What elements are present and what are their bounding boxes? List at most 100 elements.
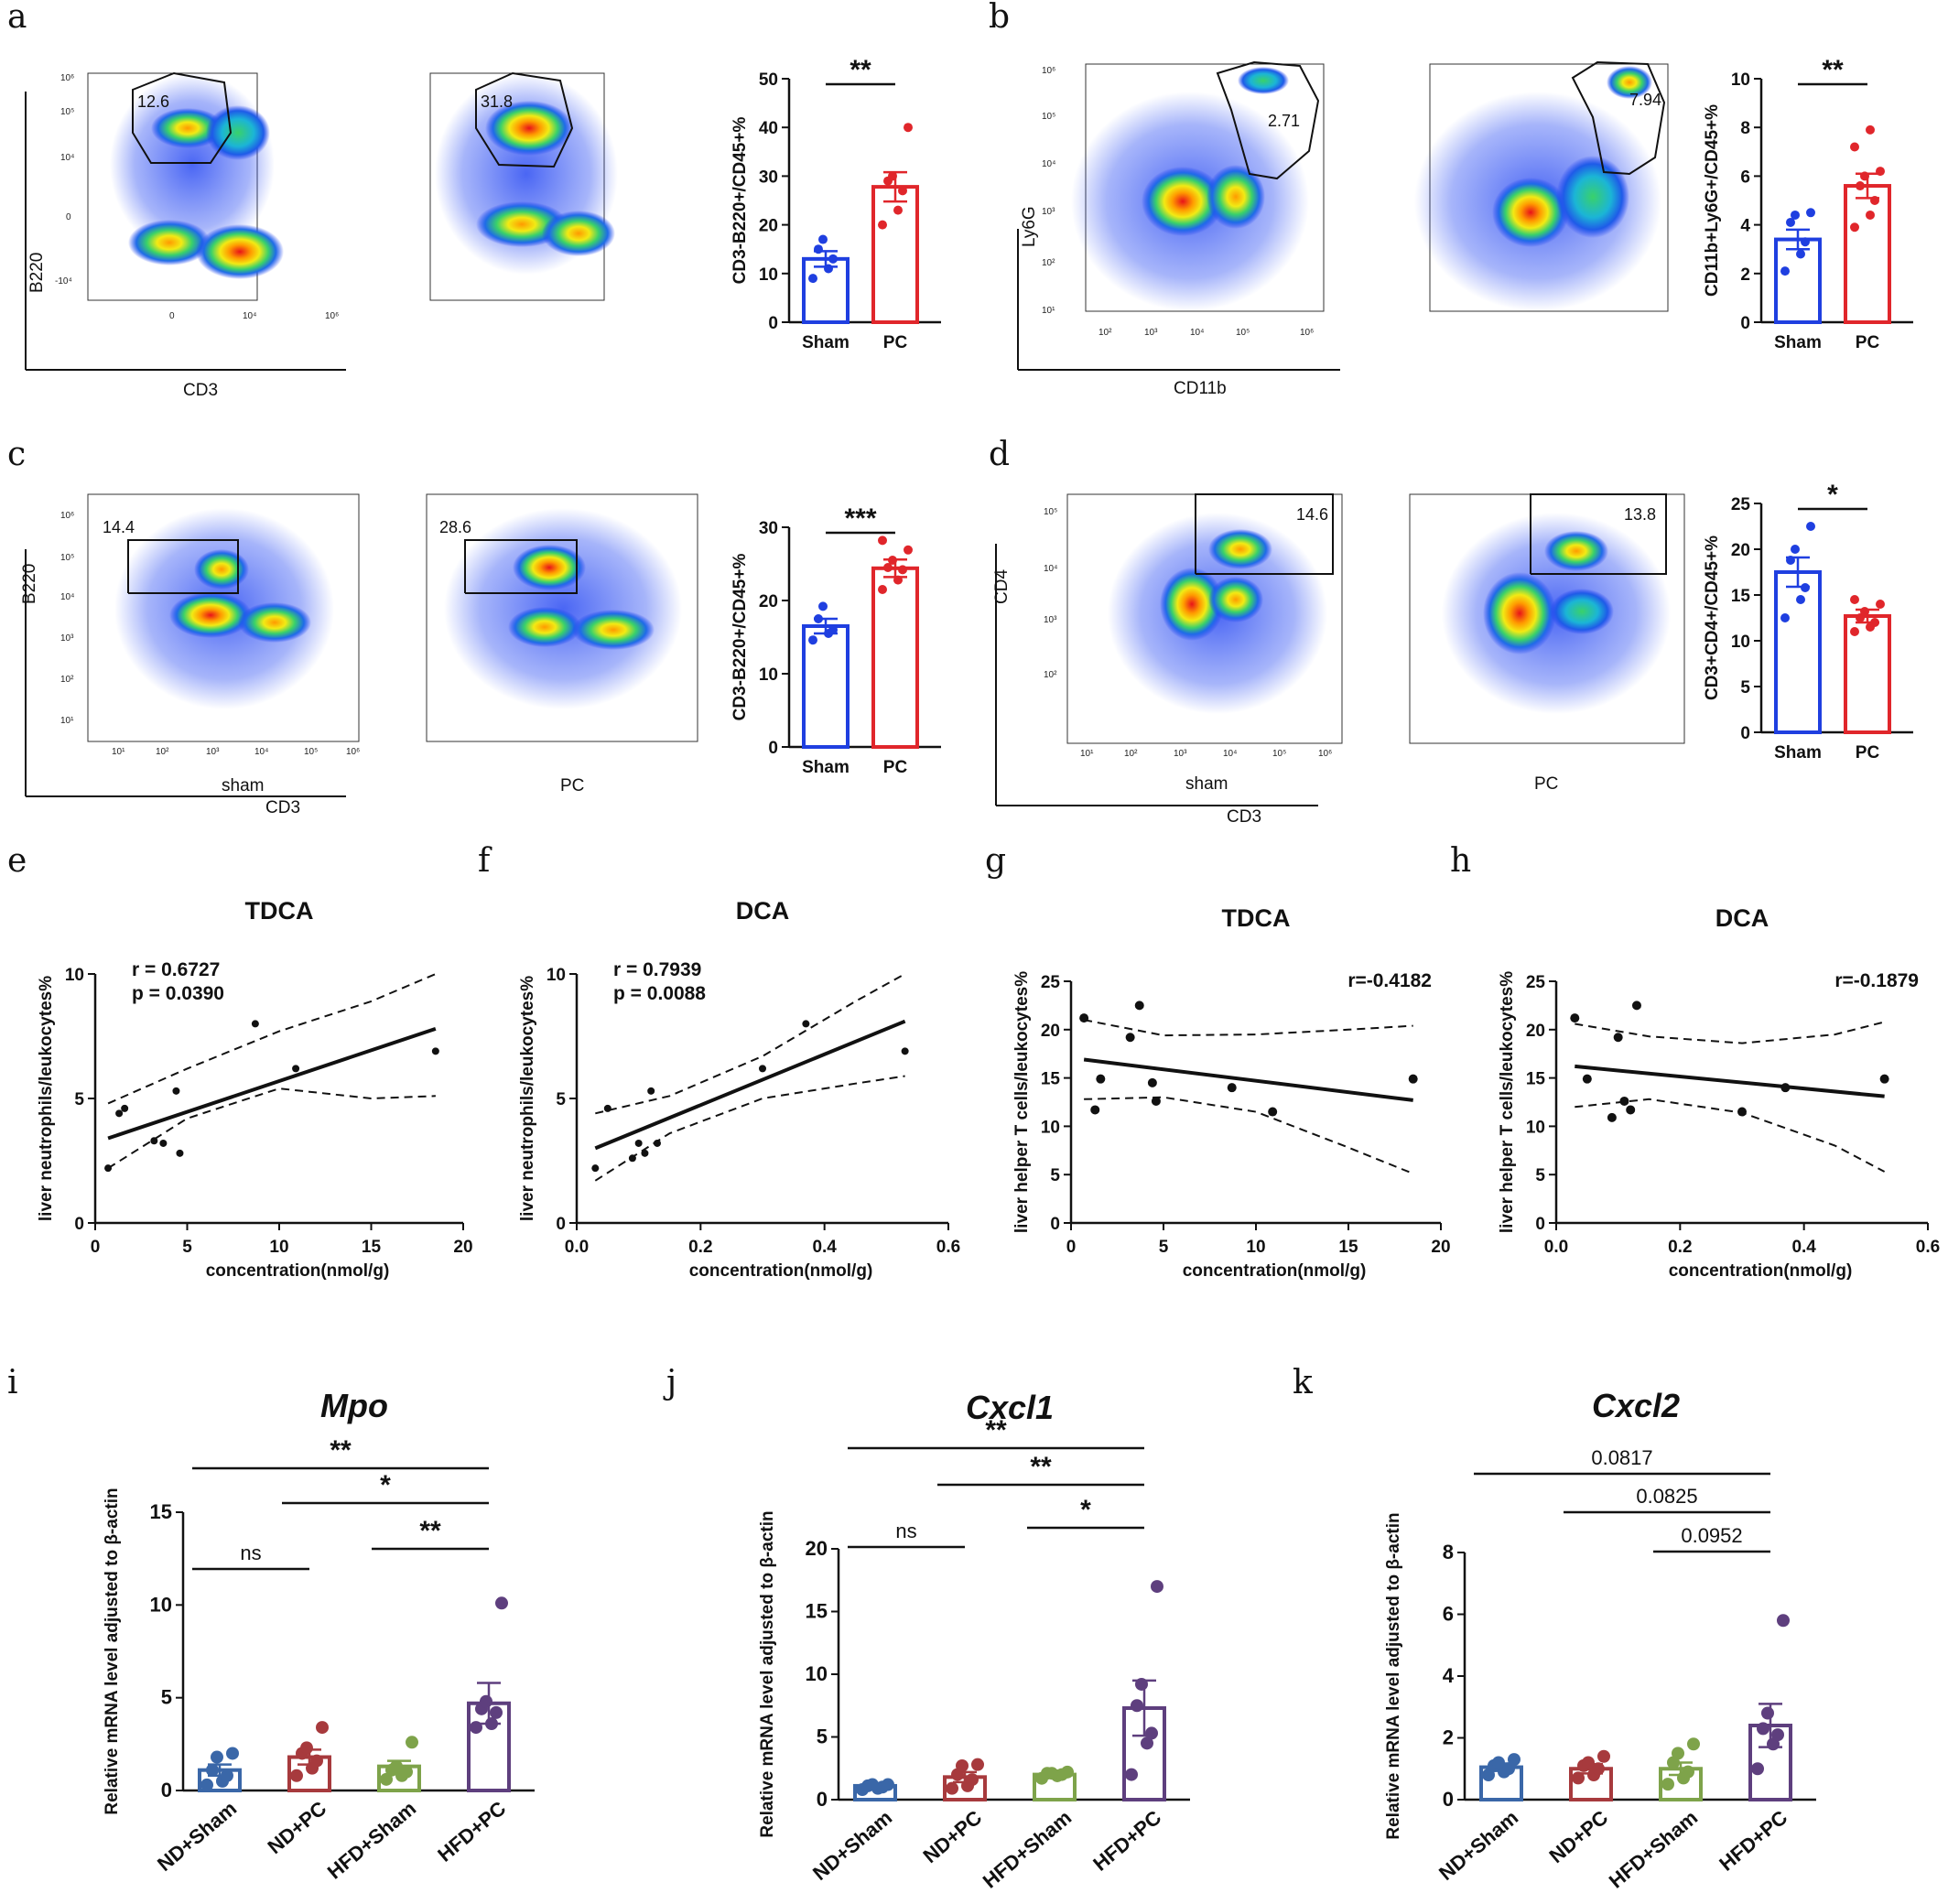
regression-line [594,1019,906,1151]
y-tick-label: 10 [759,265,778,285]
y-tick-label: 30 [759,519,778,538]
data-point [1850,222,1859,233]
data-point [956,1759,969,1773]
chart-b: 0 2 4 6 8 10 CD11b+Ly6G+/CD45+% Sham PC ** [1703,55,1913,352]
y-axis-label: Relative mRNA level adjusted to β-actin [103,1488,122,1814]
y-tick-label: 5 [817,1726,828,1748]
y-tick-label: 15 [1041,1070,1061,1089]
flow-b-ylabel: Ly6G [1020,206,1039,247]
y-tick-label: 5 [1740,678,1750,698]
data-point [1856,181,1865,191]
chart-e: 0 5 10 0 5 10 15 20 TDCA concentration(nmol/g) liv… [37,897,473,1281]
data-point [1661,1778,1674,1791]
data-point [1607,1112,1617,1122]
flow-c-gate-1: 14.4 [103,518,135,536]
data-point [1771,1728,1784,1742]
x-axis-label: concentration(nmol/g) [206,1261,390,1281]
chart-j: 0 5 10 15 20 Relative mRNA level adjusted to … [758,1389,1190,1893]
x-tick-label: 15 [362,1238,382,1257]
data-point [1791,210,1800,220]
category-label: HFD+PC [1715,1806,1791,1876]
data-point [1508,1753,1521,1767]
data-point [1626,1105,1636,1115]
y-axis-label: liver neutrophils/leukocytes% [518,976,537,1221]
panel-label-k: k [1293,1364,1314,1401]
flow-b-xtick: 10⁶ [1300,328,1314,338]
data-point [1135,1677,1148,1691]
data-point [480,1694,492,1708]
flow-d-sub-label-2: PC [1534,774,1558,794]
y-tick-label: 2 [1740,265,1750,285]
flow-c-sub-label-2: PC [560,776,584,795]
data-point [591,1164,600,1173]
data-point [1780,613,1790,622]
significance-label: 0.0952 [1681,1524,1742,1547]
confidence-lower [1084,1096,1414,1175]
data-point [808,635,817,645]
y-tick-label: 0 [817,1788,828,1811]
flow-c-ytick: 10⁴ [60,592,74,602]
confidence-upper [1575,1021,1885,1044]
x-axis-label: concentration(nmol/g) [1669,1261,1853,1281]
data-point [1761,1706,1774,1720]
flow-d-sub-label-1: sham [1185,774,1228,794]
data-point [888,171,897,181]
y-axis-label: Relative mRNA level adjusted to β-actin [758,1510,777,1837]
flow-b-ytick: 10⁴ [1042,159,1055,169]
flow-a-ylabel: B220 [27,253,47,293]
data-point [1090,1105,1100,1115]
chart-k: 0 2 4 6 8 Relative mRNA level adjusted to β-a… [1384,1387,1816,1893]
data-point [316,1721,329,1735]
y-axis-label: CD11b+Ly6G+/CD45+% [1703,104,1722,297]
data-point [1145,1726,1158,1740]
chart-d: 0 5 10 15 20 25 CD3+CD4+/CD45+% Sham PC * [1703,480,1913,763]
flow-c-xtick: 10¹ [112,747,125,757]
flow-panel-a: B220 CD3 12.6 10⁶ 10⁵ 10⁴ 0 -10⁴ 0 10⁴ 1… [25,71,618,400]
data-point [1860,171,1869,181]
data-point [1850,627,1859,636]
panel-label-c: c [7,436,26,473]
panel-label-a: a [7,0,27,36]
x-tick-label: 10 [269,1238,288,1257]
data-point [898,565,907,575]
data-point [1572,1771,1585,1785]
flow-a-ytick: 10⁶ [60,73,74,83]
data-point [251,1020,259,1028]
data-point [824,264,833,274]
flow-d-xtick: 10⁶ [1318,749,1332,759]
y-tick-label: 50 [759,70,778,90]
y-tick-label: 4 [1740,217,1750,236]
data-point [904,123,913,133]
category-label: ND+PC [919,1806,987,1868]
chart-title: Cxcl2 [1592,1387,1680,1424]
significance-label: ** [330,1435,352,1466]
y-tick-label: 10 [150,1593,172,1616]
stat-label: r = 0.7939 [613,959,701,980]
data-point [904,545,913,555]
flow-c-ytick: 10⁵ [60,553,74,563]
x-tick-label: 0.4 [1791,1238,1816,1257]
flow-b-ytick: 10⁵ [1042,112,1055,122]
category-label: ND+Sham [808,1806,896,1885]
data-point [878,220,887,230]
flow-d-xlabel: CD3 [1227,807,1261,827]
flow-a-gate-1: 12.6 [137,92,169,111]
data-point [866,1778,879,1791]
chart-title: DCA [736,897,790,925]
flow-c-xtick: 10⁵ [304,747,318,757]
y-tick-label: 10 [806,1662,828,1685]
flow-plot-c-2: 28.6 PC [426,493,698,795]
chart-title: TDCA [1222,904,1291,932]
data-point [1780,266,1790,276]
data-point [431,1047,439,1055]
flow-d-xtick: 10⁵ [1272,749,1286,759]
bar-sham [802,624,850,749]
x-tick-label: 20 [453,1238,472,1257]
data-point [1592,1762,1605,1776]
data-point [1786,217,1795,227]
x-tick-label: 0 [1066,1238,1077,1257]
flow-d-xtick: 10⁴ [1223,749,1237,759]
data-point [966,1773,979,1787]
y-axis-label: CD3-B220+/CD45+% [730,554,750,721]
